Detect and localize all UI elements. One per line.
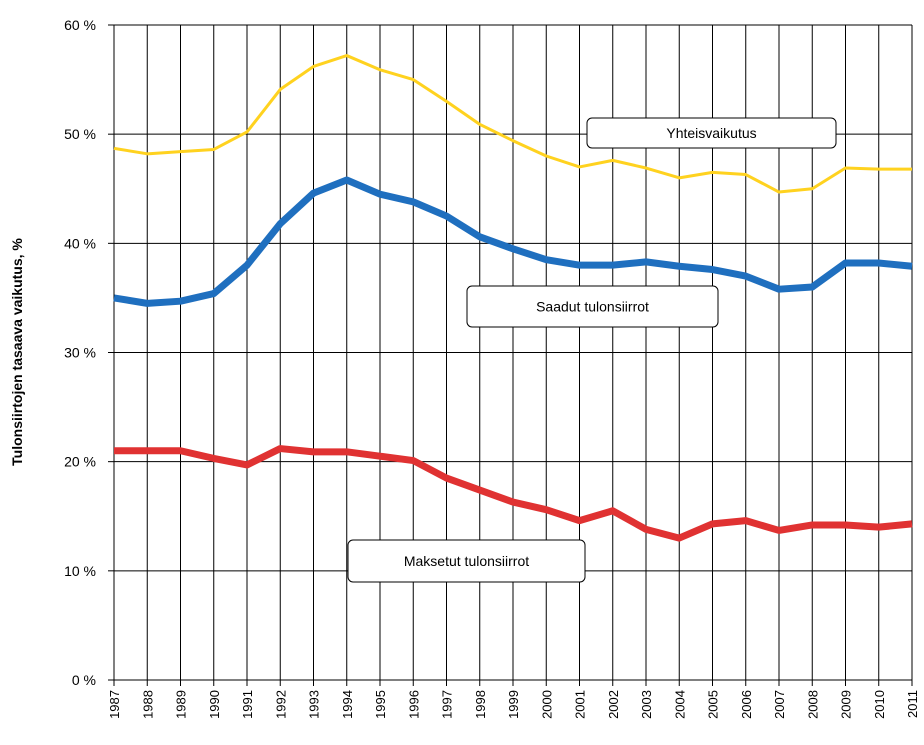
x-tick-label: 1997 [440,690,455,719]
legend-label: Saadut tulonsiirrot [536,299,649,315]
y-tick-label: 30 % [64,345,96,361]
y-tick-label: 20 % [64,454,96,470]
x-tick-label: 1992 [273,690,288,719]
y-axis-title: Tulonsiirtojen tasaava vaikutus, % [9,238,25,466]
x-tick-label: 1999 [506,690,521,719]
x-tick-label: 1998 [473,690,488,719]
legend-label: Maksetut tulonsiirrot [404,553,529,569]
x-tick-label: 1994 [340,690,355,719]
x-tick-label: 1996 [406,690,421,719]
x-tick-label: 2009 [839,690,854,719]
x-tick-label: 1987 [107,690,122,719]
legend-entry: Yhteisvaikutus [586,117,837,149]
y-tick-label: 50 % [64,126,96,142]
x-tick-label: 2008 [805,690,820,719]
y-tick-label: 0 % [72,672,96,688]
x-tick-label: 2007 [772,690,787,719]
x-tick-label: 2006 [739,690,754,719]
x-tick-label: 1990 [207,690,222,719]
x-tick-label: 1991 [240,690,255,719]
x-tick-label: 1993 [307,690,322,719]
legend-entry: Saadut tulonsiirrot [466,285,719,328]
y-tick-label: 40 % [64,235,96,251]
series-line [113,176,913,307]
x-tick-label: 2003 [639,690,654,719]
legend-box [347,539,586,583]
legend-box [466,285,719,328]
x-tick-label: 2002 [606,690,621,719]
legend-entry: Maksetut tulonsiirrot [347,539,586,583]
x-tick-label: 1988 [140,690,155,719]
x-tick-label: 2001 [573,690,588,719]
x-tick-label: 1989 [174,690,189,719]
x-tick-label: 2011 [905,690,920,718]
x-tick-label: 2000 [539,690,554,719]
x-tick-label: 2010 [872,690,887,719]
series-line [113,54,912,194]
y-tick-label: 10 % [64,563,96,579]
legend-label: Yhteisvaikutus [666,125,756,141]
y-tick-label: 60 % [64,17,96,33]
legend-box [586,117,837,149]
series-line [114,445,913,542]
x-tick-label: 2005 [706,690,721,719]
x-tick-label: 2004 [672,690,687,719]
x-tick-label: 1995 [373,690,388,719]
